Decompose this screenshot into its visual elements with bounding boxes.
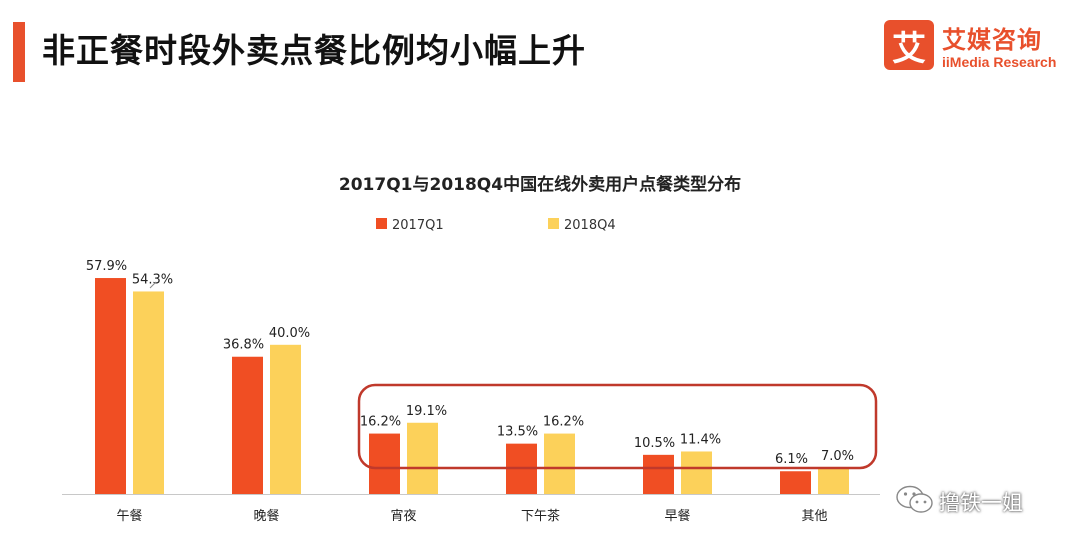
data-label-2017Q1-早餐: 10.5% — [634, 436, 675, 451]
highlight-box — [357, 383, 878, 470]
data-label-2017Q1-午餐: 57.9% — [86, 259, 127, 274]
category-label-早餐: 早餐 — [664, 508, 690, 524]
data-label-2018Q4-宵夜: 19.1% — [406, 404, 447, 419]
watermark-text: 撸铁一姐 — [939, 491, 1023, 515]
category-label-下午茶: 下午茶 — [521, 508, 560, 524]
category-label-晚餐: 晚餐 — [253, 508, 279, 524]
legend-label-2018Q4: 2018Q4 — [564, 218, 616, 233]
category-label-宵夜: 宵夜 — [390, 508, 416, 524]
bar-2018Q4-晚餐 — [270, 344, 301, 494]
logo-icon: 艾 — [884, 20, 934, 70]
bar-2017Q1-宵夜 — [369, 433, 400, 494]
legend-swatch-2018Q4 — [548, 218, 559, 229]
bar-2018Q4-其他 — [818, 467, 849, 494]
bar-2017Q1-午餐 — [95, 278, 126, 494]
category-label-午餐: 午餐 — [116, 508, 142, 524]
data-label-2018Q4-晚餐: 40.0% — [269, 326, 310, 341]
logo-name-cn: 艾媒咨询 — [942, 26, 1042, 54]
data-label-2017Q1-晚餐: 36.8% — [223, 338, 264, 353]
legend-label-2017Q1: 2017Q1 — [392, 218, 444, 233]
data-label-2017Q1-下午茶: 13.5% — [497, 425, 538, 440]
category-label-其他: 其他 — [801, 509, 827, 524]
chart-title: 2017Q1与2018Q4中国在线外卖用户点餐类型分布 — [339, 174, 741, 195]
data-label-2018Q4-下午茶: 16.2% — [543, 415, 584, 430]
bar-2017Q1-晚餐 — [232, 356, 263, 494]
logo-name-en: iiMedia Research — [942, 54, 1057, 70]
data-label-2017Q1-其他: 6.1% — [775, 452, 808, 467]
title-accent-bar — [13, 22, 25, 82]
data-label-2018Q4-早餐: 11.4% — [680, 432, 721, 447]
bar-2018Q4-下午茶 — [544, 433, 575, 494]
data-label-2018Q4-午餐: 54.3% — [132, 272, 173, 287]
data-label-2018Q4-其他: 7.0% — [821, 449, 854, 464]
page-title: 非正餐时段外卖点餐比例均小幅上升 — [42, 31, 586, 70]
bar-2018Q4-宵夜 — [407, 422, 438, 494]
watermark: 撸铁一姐 — [895, 483, 1055, 523]
brand-logo: 艾 艾媒咨询 iiMedia Research — [884, 20, 1057, 78]
bar-2018Q4-午餐 — [133, 291, 164, 494]
bar-2017Q1-其他 — [780, 471, 811, 494]
bar-2018Q4-早餐 — [681, 451, 712, 494]
wechat-icon — [896, 485, 933, 513]
legend-swatch-2017Q1 — [376, 218, 387, 229]
leader-line — [149, 281, 157, 289]
data-label-2017Q1-宵夜: 16.2% — [360, 415, 401, 430]
bar-2017Q1-早餐 — [643, 454, 674, 494]
